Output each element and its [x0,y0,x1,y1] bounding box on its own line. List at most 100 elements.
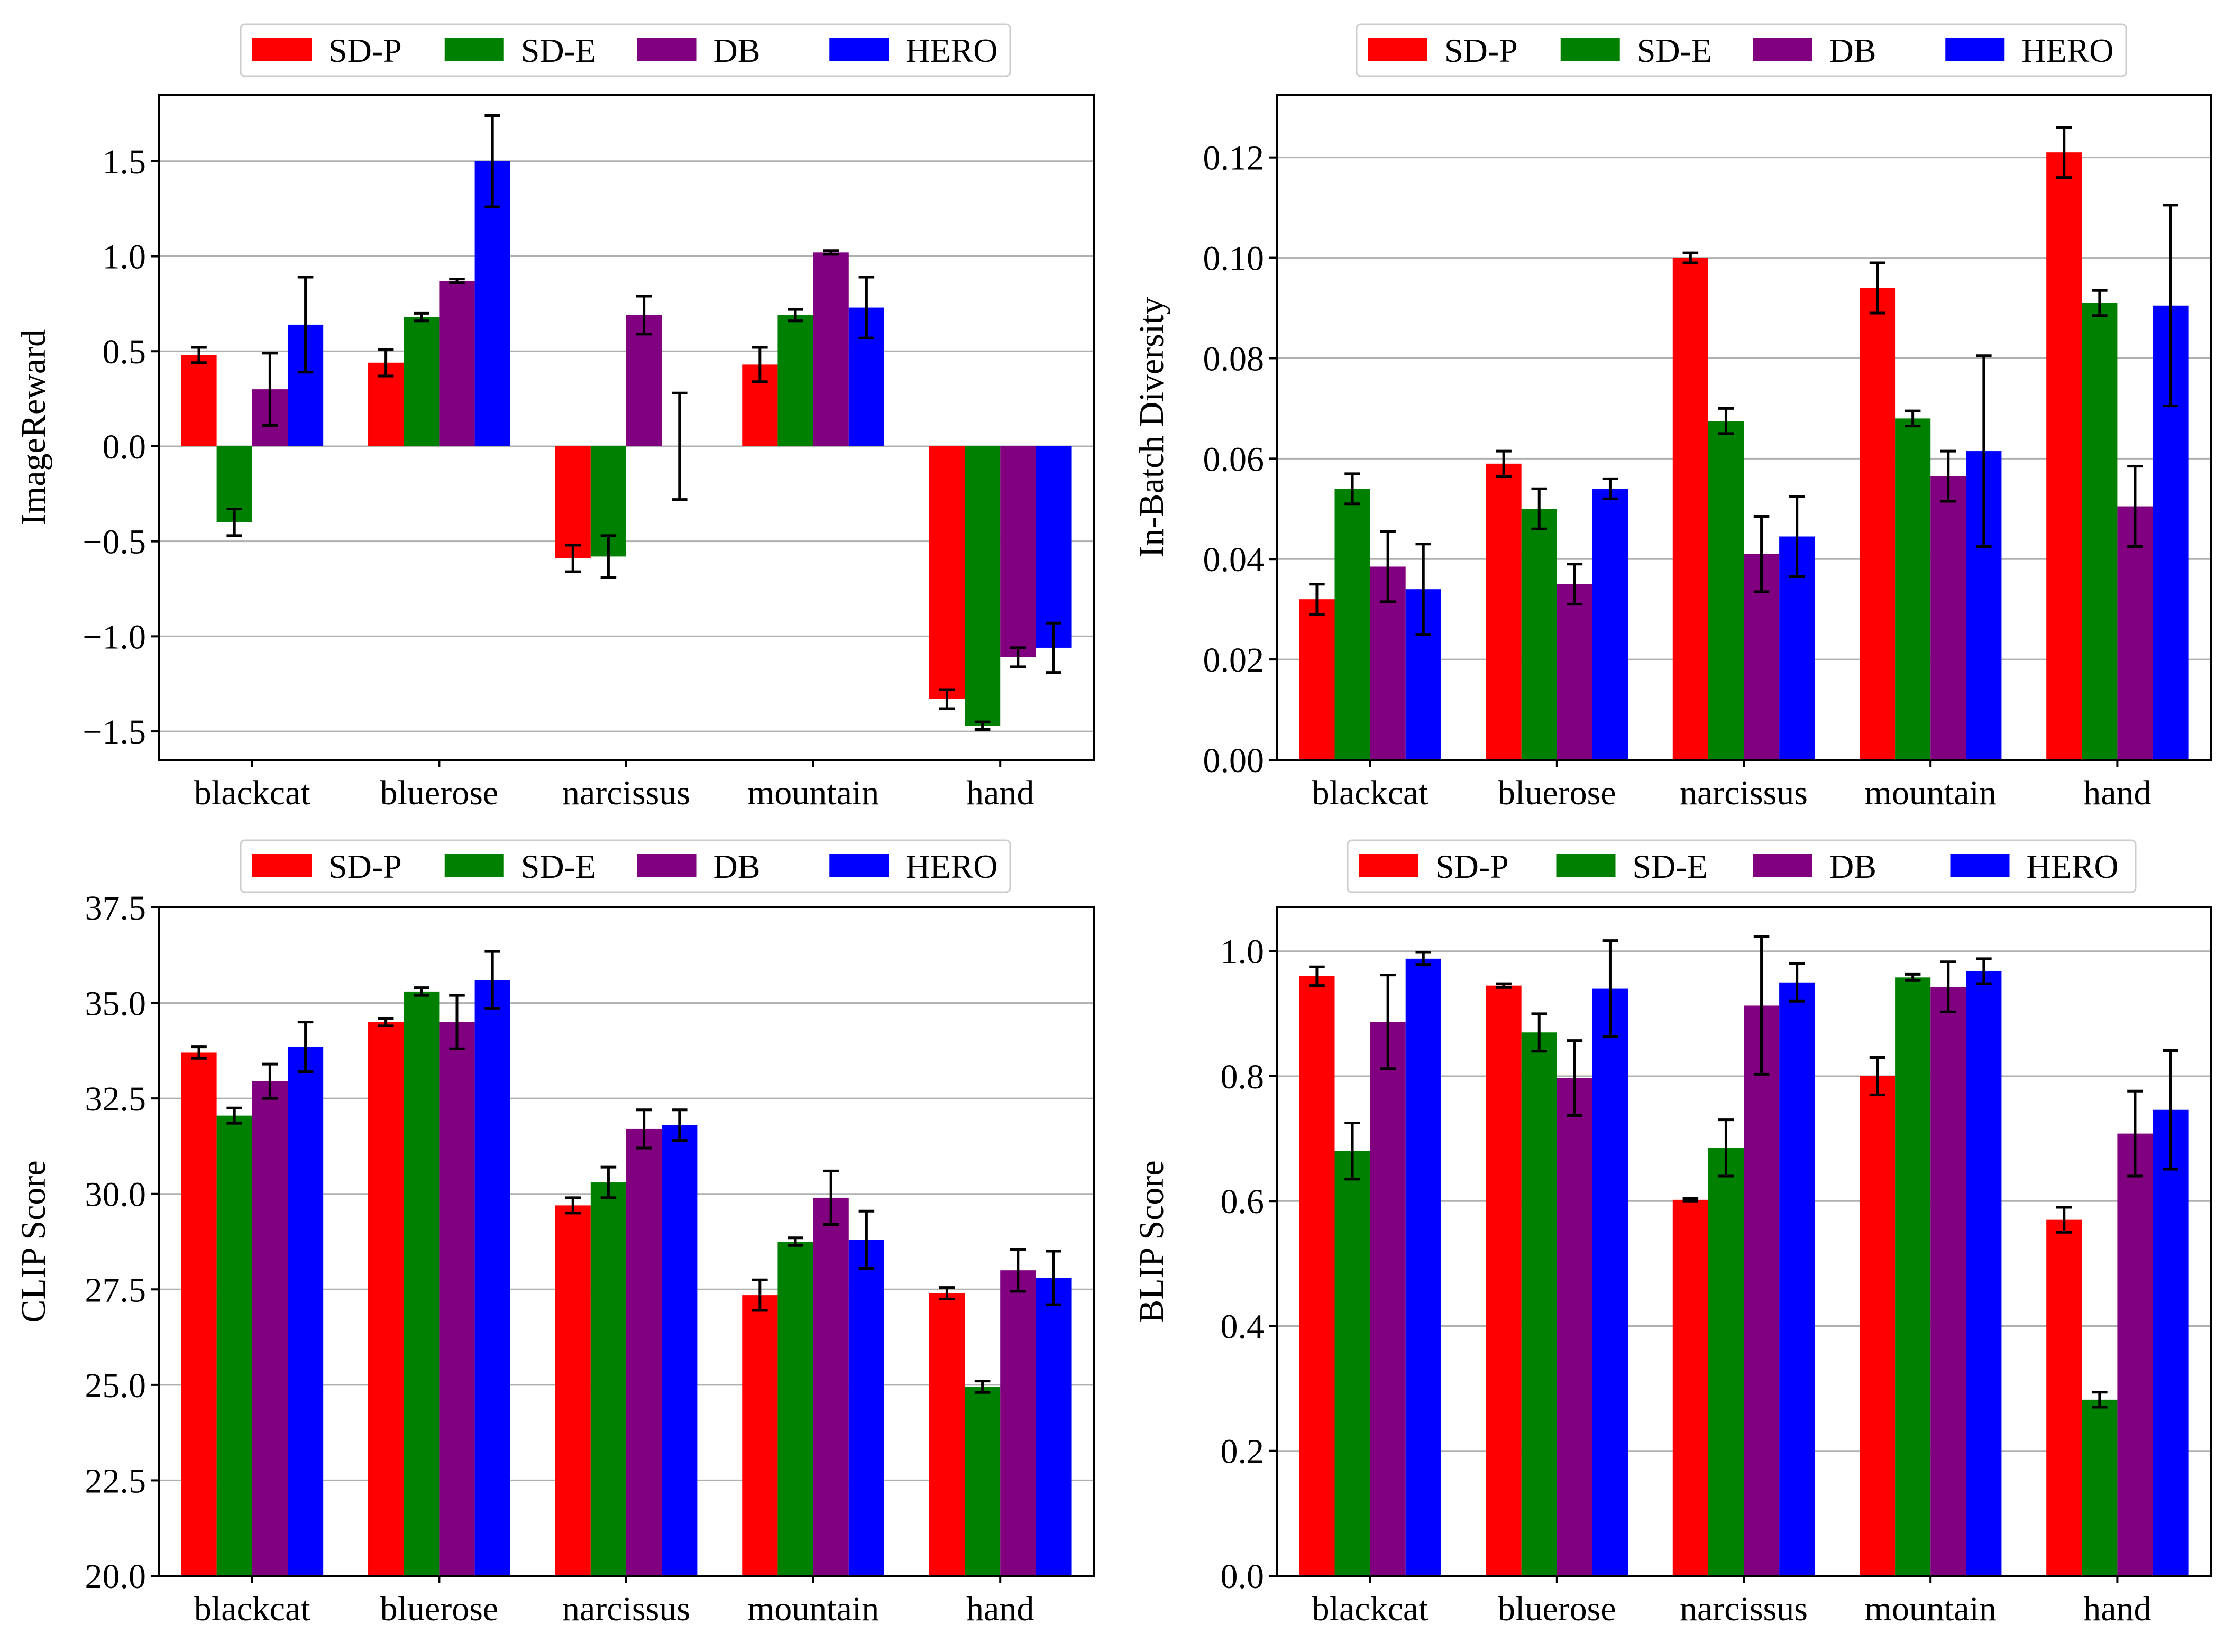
errorbar-DB-hand [1010,646,1026,668]
errorbar-SD-P-blackcat [1309,583,1325,616]
errorbar-HERO-bluerose [484,114,500,208]
y-tick-label: −1.0 [83,618,146,656]
errorbar-SD-E-blackcat [1344,472,1360,506]
legend-swatch-DB [637,854,697,877]
x-tick-label: mountain [747,1590,879,1628]
errorbar-HERO-blackcat [1415,543,1432,636]
errorbar-SD-P-hand [2056,126,2072,179]
bar-SD-P-mountain [742,1295,778,1576]
bar-HERO-mountain [848,1240,884,1576]
legend-swatch-SD-E [1560,38,1620,61]
errorbar-SD-E-mountain [1905,409,1921,428]
errorbar-SD-P-narcissus [1682,251,1699,264]
x-tick-label: hand [966,774,1034,812]
bar-SD-P-narcissus [1672,258,1708,760]
errorbar-DB-blackcat [1380,530,1396,603]
y-tick-label: 27.5 [85,1271,147,1309]
errorbar-SD-E-hand [974,1380,991,1394]
bar-SD-E-blackcat [1334,1151,1370,1576]
chart-1: −1.5 −1.0 −0.5 0.0 0.5 1.0 1.5 blackcat bluerose… [14,23,1095,812]
errorbar-DB-hand [1010,1247,1026,1293]
bar-DB-hand [2117,506,2153,760]
errorbar-DB-narcissus [1753,515,1770,593]
y-axis-label: ImageReward [14,329,53,525]
y-tick-label: 32.5 [85,1080,147,1118]
errorbar-DB-mountain [1940,449,1956,503]
y-tick-label: 37.5 [85,889,147,928]
errorbar-DB-mountain [823,1169,839,1226]
legend-swatch-SD-P [252,38,312,61]
errorbar-HERO-narcissus [671,391,688,501]
errorbar-SD-P-blackcat [1309,965,1325,987]
bar-HERO-bluerose [474,161,510,446]
legend-frame [240,839,1011,893]
errorbar-DB-blackcat [1380,974,1396,1070]
errorbar-SD-P-narcissus [565,544,581,573]
legend-label-DB: DB [713,848,761,885]
errorbar-SD-P-bluerose [378,1016,394,1027]
errorbar-SD-E-narcissus [600,534,617,579]
errorbar-SD-P-mountain [1869,261,1885,315]
bar-SD-E-narcissus [590,1182,626,1576]
errorbar-SD-P-bluerose [1496,982,1512,989]
bar-SD-E-hand [2082,303,2118,760]
y-tick-label: 0.0 [103,428,147,466]
errorbar-HERO-blackcat [297,276,314,374]
legend-label-HERO: HERO [2027,848,2119,885]
errorbar-HERO-narcissus [1789,495,1805,578]
bar-HERO-bluerose [1592,489,1628,760]
bar-HERO-hand [2153,1109,2189,1576]
bar-DB-mountain [813,252,849,446]
y-tick-label: 0.00 [1203,741,1265,780]
bar-SD-E-hand [2082,1399,2118,1576]
y-tick-label: 0.4 [1221,1307,1265,1346]
bar-DB-hand [1000,1270,1036,1576]
y-tick-label: 0.04 [1203,540,1265,579]
errorbar-DB-narcissus [636,1108,652,1150]
bar-DB-bluerose [1557,584,1592,760]
bar-DB-hand [2117,1133,2153,1576]
x-tick-label: narcissus [562,1590,690,1628]
errorbar-SD-P-hand [939,688,955,710]
errorbar-HERO-hand [2163,1049,2178,1171]
y-axis-label: In-Batch Diversity [1132,297,1171,557]
bar-HERO-blackcat [1405,958,1441,1576]
errorbar-HERO-mountain [858,1209,875,1270]
errorbar-HERO-narcissus [671,1108,688,1142]
legend-swatch-HERO [829,38,889,61]
x-tick-label: bluerose [1498,774,1616,812]
y-tick-label: 0.10 [1203,240,1265,278]
errorbar-HERO-bluerose [484,950,500,1010]
bar-SD-E-bluerose [1521,509,1557,760]
bar-SD-P-blackcat [1299,599,1335,760]
y-axis-label: CLIP Score [14,1160,53,1323]
errorbar-DB-hand [2127,465,2143,548]
bar-DB-blackcat [1370,1022,1406,1576]
errorbar-DB-mountain [1940,960,1956,1013]
legend-swatch-SD-P [1368,38,1427,61]
bar-HERO-blackcat [287,1047,324,1576]
y-tick-label: 0.06 [1203,440,1265,479]
errorbar-SD-E-blackcat [226,508,242,537]
errorbar-HERO-narcissus [1789,962,1805,1003]
y-tick-label: 1.5 [103,143,147,181]
bar-SD-E-narcissus [1708,1148,1744,1576]
legend-swatch-SD-E [444,38,504,61]
errorbar-SD-E-narcissus [1718,407,1734,435]
y-tick-label: 22.5 [85,1462,147,1500]
bar-HERO-bluerose [474,980,510,1576]
legend-label-HERO: HERO [905,32,997,69]
bar-SD-P-blackcat [181,1052,217,1576]
y-tick-label: 0.8 [1221,1058,1265,1096]
y-tick-label: −0.5 [83,523,146,562]
chart-4: 0.0 0.2 0.4 0.6 0.8 1.0 blackcat bluerose narcis… [1132,839,2212,1628]
errorbar-SD-P-mountain [1869,1056,1885,1096]
errorbar-SD-E-mountain [788,1236,803,1247]
errorbar-HERO-hand [1046,621,1061,674]
legend-label-SD-E: SD-E [521,848,596,885]
bar-SD-P-hand [929,446,965,699]
x-tick-label: hand [2083,1590,2151,1628]
y-tick-label: 0.2 [1221,1433,1265,1471]
legend: SD-P SD-E DB HERO [1347,839,2137,893]
bar-SD-E-bluerose [404,317,440,446]
